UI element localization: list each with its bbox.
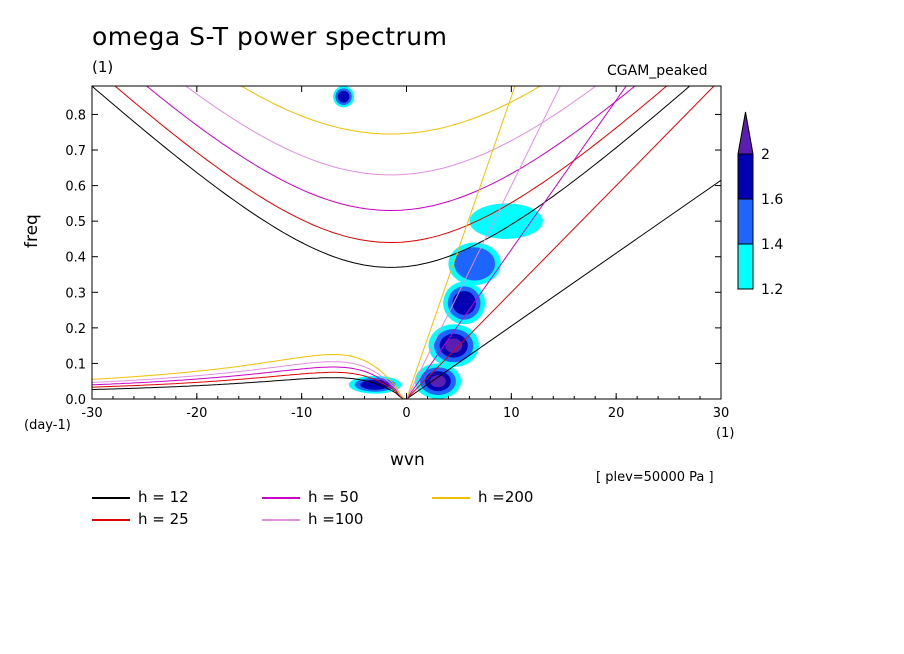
legend-swatch	[262, 497, 300, 499]
y-axis-unit: (day-1)	[24, 418, 71, 433]
colorbar-segment	[737, 243, 754, 290]
colorbar-label: 1.4	[761, 237, 783, 253]
y-tick-label: 0.5	[65, 215, 86, 230]
legend-swatch	[432, 497, 470, 499]
curve-upper	[92, 86, 691, 268]
legend-label: h = 12	[138, 488, 189, 506]
legend-swatch	[92, 519, 130, 521]
power-region	[445, 338, 463, 353]
legend-swatch	[262, 519, 300, 521]
legend-swatch	[92, 497, 130, 499]
x-tick-label: 20	[608, 406, 625, 421]
curve-lower	[92, 361, 407, 399]
curve-lower	[92, 377, 407, 399]
x-tick-label: 0	[402, 406, 410, 421]
y-tick-label: 0.6	[65, 180, 86, 195]
curve-kelvin	[406, 86, 627, 399]
curve-kelvin	[406, 86, 516, 399]
power-region	[452, 291, 476, 315]
curve-kelvin	[406, 179, 721, 399]
colorbar-label: 2	[761, 147, 770, 163]
y-tick-label: 0.3	[65, 286, 86, 301]
legend-label: h = 25	[138, 510, 189, 528]
y-tick-label: 0.4	[65, 251, 86, 266]
pressure-level-annotation: [ plev=50000 Pa ]	[596, 470, 714, 485]
chart-title: omega S-T power spectrum	[92, 22, 448, 51]
x-tick-label: -30	[81, 406, 102, 421]
colorbar-label: 1.6	[761, 192, 783, 208]
curve-kelvin	[406, 86, 561, 399]
colorbar-segment	[737, 198, 754, 245]
y-tick-label: 0.2	[65, 322, 86, 337]
curve-lower	[92, 371, 407, 399]
curve-upper	[184, 86, 597, 176]
x-axis-unit: (1)	[716, 426, 735, 441]
colorbar-arrow	[737, 111, 754, 155]
x-tick-label: -20	[186, 406, 207, 421]
axis-ticks: -30 -20 -10 0 10 20 30 0.0 0.1 0.2 0.3 0.4 0.5 0.6 0.7…	[65, 86, 729, 421]
curve-kelvin	[406, 86, 715, 399]
power-regions	[333, 86, 543, 399]
y-tick-label: 0.1	[65, 357, 86, 372]
curve-lower	[92, 353, 407, 399]
title-unit: (1)	[92, 58, 114, 76]
power-region	[337, 90, 350, 103]
curve-lower	[92, 366, 407, 399]
y-tick-label: 0.7	[65, 144, 86, 159]
curve-upper	[240, 86, 542, 135]
curve-upper	[114, 86, 668, 244]
y-tick-label: 0.0	[65, 393, 86, 408]
model-label: CGAM_peaked	[607, 63, 708, 79]
curve-upper	[145, 86, 636, 212]
x-tick-label: 30	[713, 406, 730, 421]
colorbar-label: 1.2	[761, 282, 783, 298]
dispersion-curves	[92, 86, 721, 399]
legend-label: h = 50	[308, 488, 359, 506]
colorbar-segment	[737, 153, 754, 200]
x-axis-label: wvn	[390, 450, 425, 470]
x-tick-label: -10	[291, 406, 312, 421]
power-region	[360, 379, 390, 390]
power-region	[454, 247, 496, 281]
power-region	[430, 375, 446, 388]
y-tick-label: 0.8	[65, 108, 86, 123]
colorbar: 1.2 1.4 1.6 2	[737, 111, 783, 298]
legend-label: h =200	[478, 488, 534, 506]
power-region	[469, 203, 543, 239]
x-tick-label: 10	[503, 406, 520, 421]
legend-label: h =100	[308, 510, 364, 528]
